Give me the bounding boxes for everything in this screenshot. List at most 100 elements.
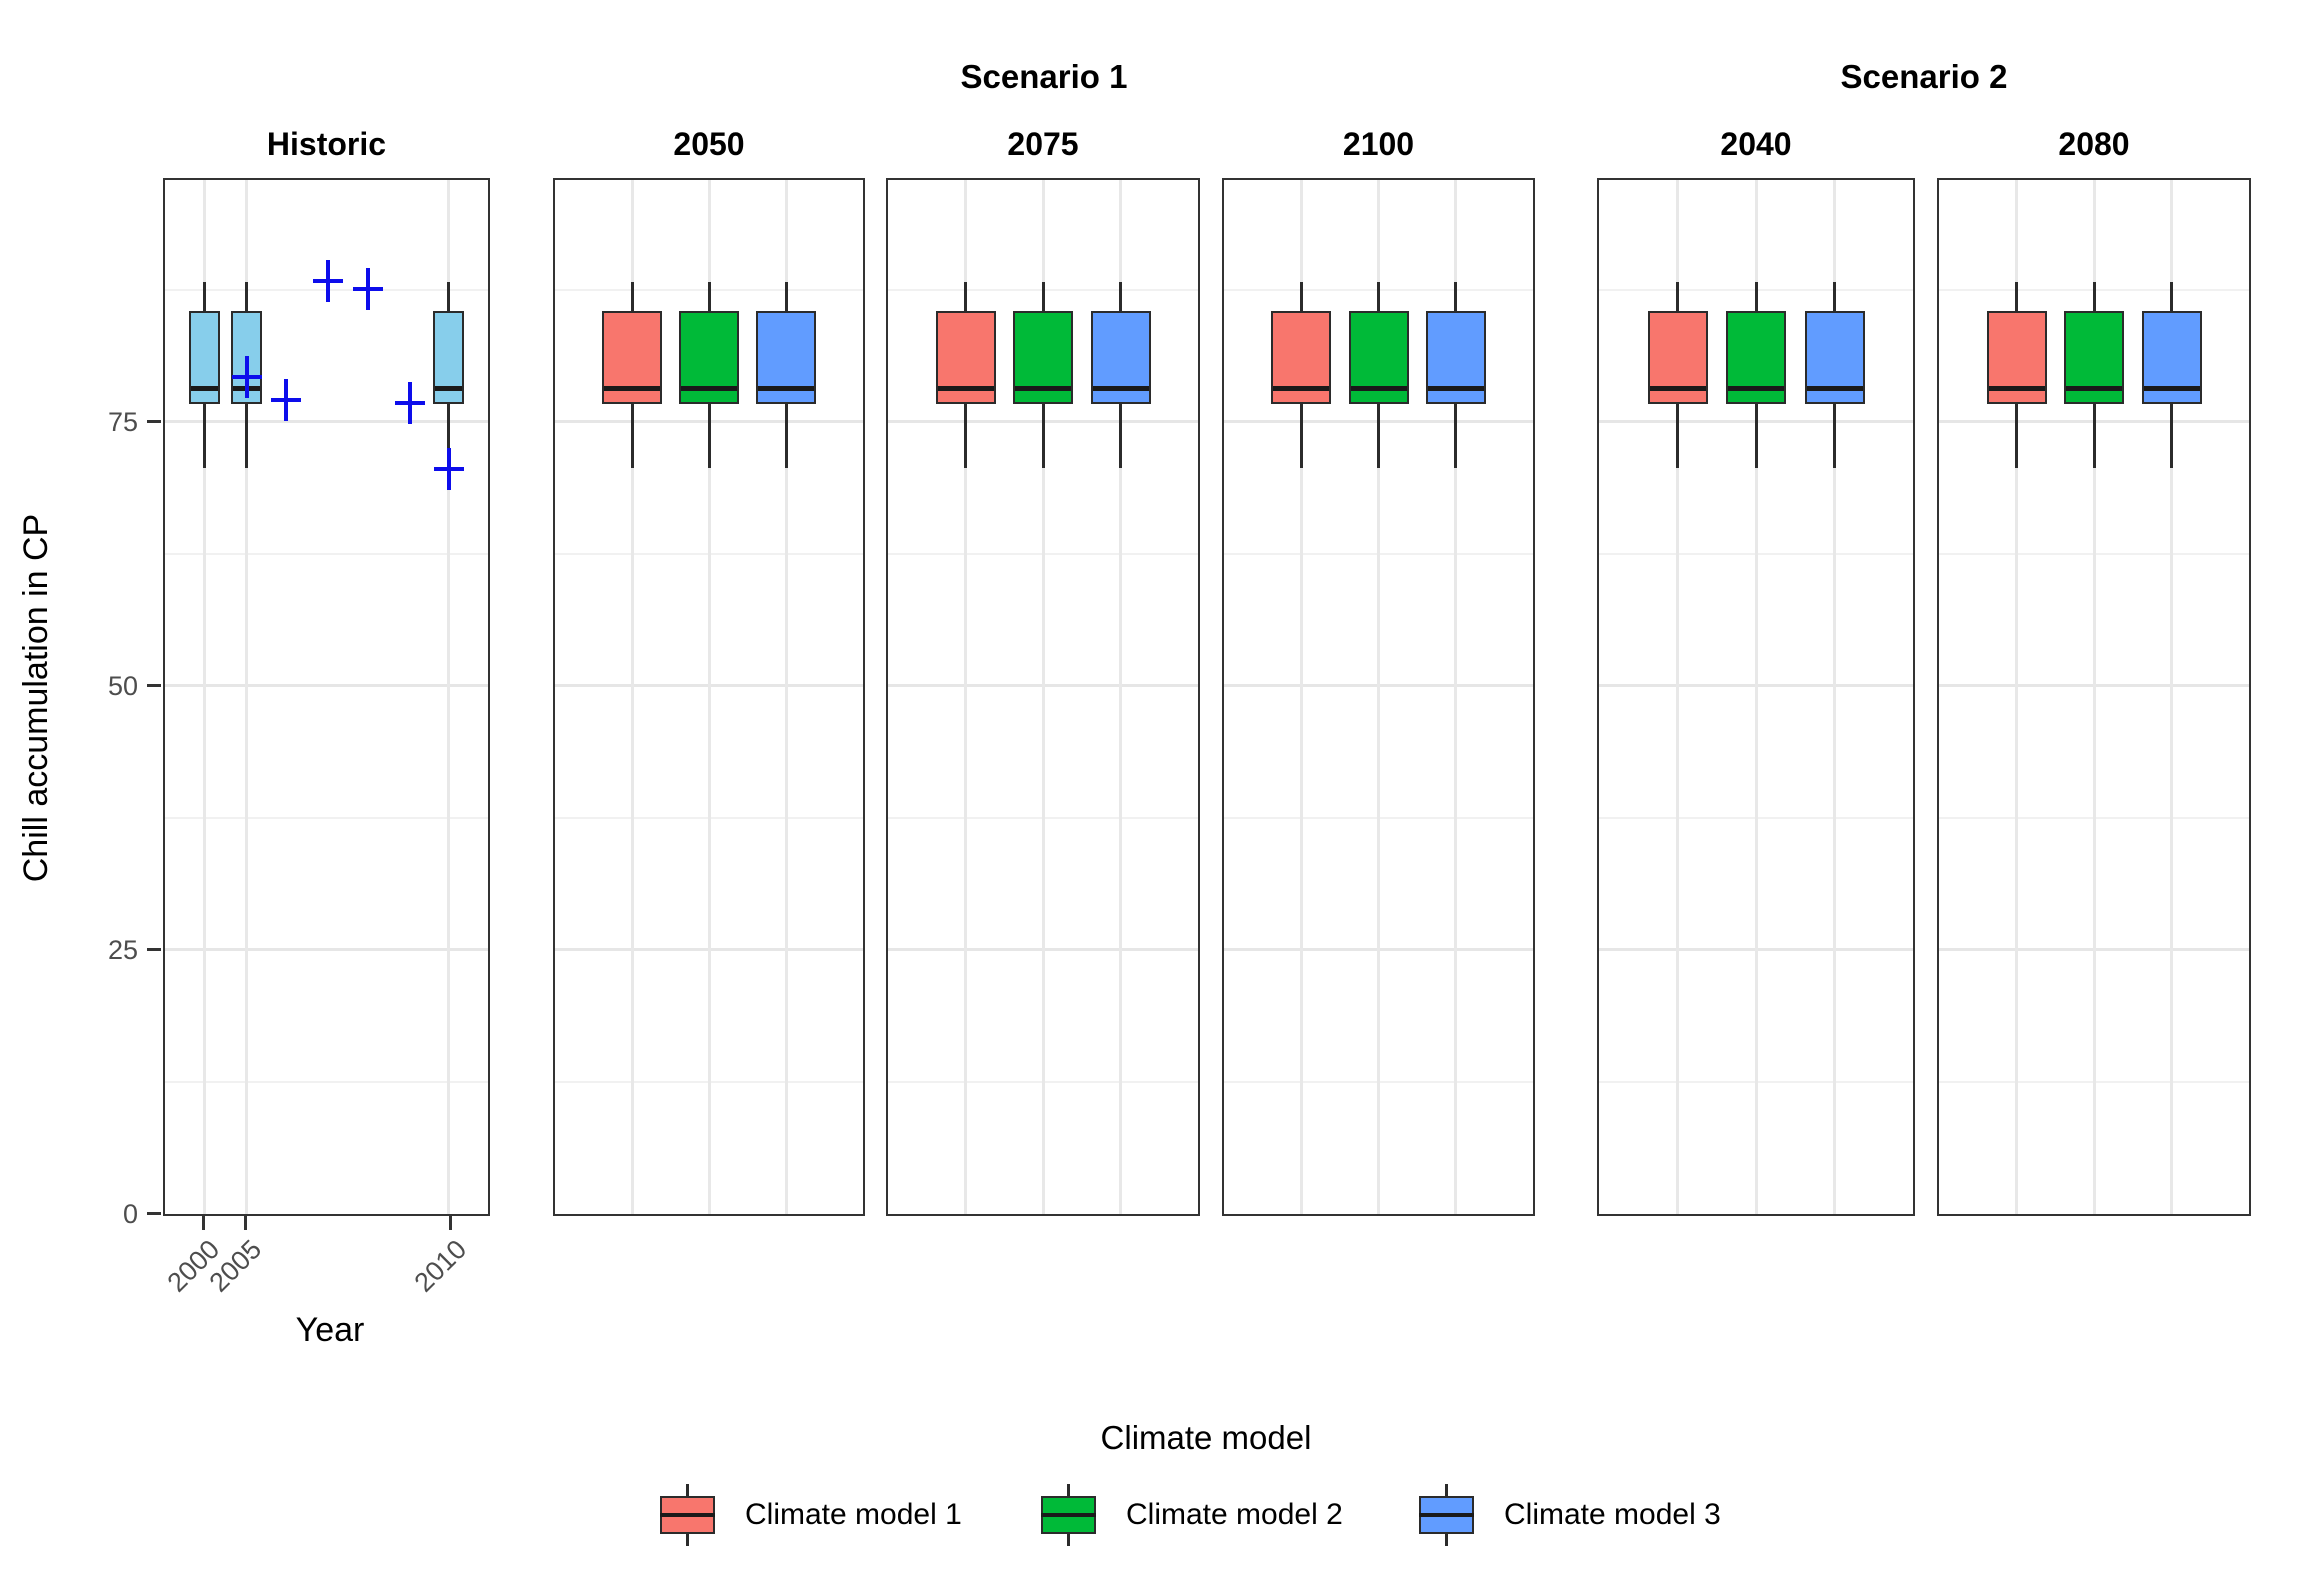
gridline-vertical [784, 180, 788, 1214]
panel-2075 [886, 178, 1200, 1216]
observation-plus-marker [394, 381, 425, 424]
gridline-vertical [1119, 180, 1122, 1214]
panel-2100 [1222, 178, 1535, 1216]
whisker-upper-2040-climate-model-1 [1676, 282, 1679, 311]
glyph-median [660, 1513, 715, 1517]
legend-label: Climate model 2 [1126, 1498, 1343, 1531]
whisker-lower-2040-climate-model-1 [1676, 403, 1679, 469]
gridline-vertical [1377, 180, 1380, 1214]
median-2100-climate-model-1 [1273, 386, 1330, 392]
whisker-lower-2080-climate-model-2 [2092, 403, 2096, 469]
gridline-vertical [2015, 180, 2018, 1214]
whisker-lower-2050-climate-model-1 [630, 403, 634, 469]
legend-label: Climate model 1 [745, 1498, 962, 1531]
panel-historic [163, 178, 490, 1216]
whisker-upper-2100-climate-model-2 [1377, 282, 1380, 311]
strip-label-2100: 2100 [1342, 126, 1415, 162]
whisker-lower-2040-climate-model-3 [1833, 403, 1836, 469]
observation-plus-marker [433, 448, 464, 491]
observation-plus-marker [232, 356, 263, 399]
whisker-lower-2075-climate-model-3 [1119, 403, 1122, 469]
x-tick-mark-2010 [449, 1216, 452, 1230]
gridline-vertical [1833, 180, 1836, 1214]
gridline-minor [165, 552, 488, 555]
median-2050-climate-model-1 [604, 386, 660, 392]
gridline-vertical [630, 180, 634, 1214]
strip-label-2050: 2050 [673, 126, 745, 162]
gridline-vertical [707, 180, 711, 1214]
plus-vertical-bar [407, 381, 412, 424]
whisker-lower-2050-climate-model-3 [784, 403, 788, 469]
median-2040-climate-model-1 [1649, 386, 1706, 392]
whisker-lower-historic-2005 [244, 403, 248, 469]
whisker-upper-2100-climate-model-3 [1454, 282, 1458, 311]
whisker-upper-2100-climate-model-1 [1299, 282, 1303, 311]
gridline-vertical [1754, 180, 1758, 1214]
plus-vertical-bar [446, 448, 451, 491]
strip-label-2075: 2075 [1007, 126, 1079, 162]
glyph-median [1041, 1513, 1096, 1517]
whisker-lower-2075-climate-model-1 [964, 403, 967, 469]
y-axis-title: Chill accumulation in CP [17, 513, 55, 883]
whisker-upper-2080-climate-model-2 [2092, 282, 2096, 311]
whisker-upper-historic-2000 [202, 282, 206, 311]
whisker-upper-2040-climate-model-2 [1754, 282, 1758, 311]
whisker-upper-2075-climate-model-1 [964, 282, 967, 311]
whisker-upper-2040-climate-model-3 [1833, 282, 1836, 311]
y-tick-label-75: 75 [107, 407, 138, 437]
median-2050-climate-model-3 [758, 386, 814, 392]
y-tick-mark [147, 948, 161, 951]
whisker-lower-2080-climate-model-3 [2170, 403, 2173, 469]
x-axis-title: Year [295, 1311, 365, 1349]
strip-label-2040: 2040 [1720, 126, 1792, 162]
whisker-lower-2050-climate-model-2 [707, 403, 711, 469]
x-tick-mark-2005 [244, 1216, 247, 1230]
observation-plus-marker [313, 260, 344, 303]
gridline-vertical [447, 180, 451, 1214]
gridline-minor [165, 816, 488, 819]
boxplot-glyph-icon [660, 1484, 715, 1546]
gridline-vertical [1454, 180, 1458, 1214]
whisker-lower-historic-2000 [202, 403, 206, 469]
median-2100-climate-model-2 [1350, 386, 1407, 392]
y-tick-mark [147, 1212, 161, 1215]
whisker-lower-2040-climate-model-2 [1754, 403, 1758, 469]
y-tick-mark [147, 420, 161, 423]
whisker-lower-2100-climate-model-2 [1377, 403, 1380, 469]
whisker-upper-2050-climate-model-1 [630, 282, 634, 311]
plus-vertical-bar [365, 267, 370, 310]
glyph-median [1419, 1513, 1474, 1517]
whisker-upper-2075-climate-model-3 [1119, 282, 1122, 311]
legend-title: Climate model [1100, 1419, 1312, 1456]
observation-plus-marker [271, 378, 302, 421]
gridline-vertical [2170, 180, 2173, 1214]
gridline-vertical [202, 180, 206, 1214]
plus-vertical-bar [284, 378, 289, 421]
whisker-lower-historic-2010 [447, 403, 451, 487]
median-2080-climate-model-3 [2143, 386, 2200, 392]
median-2040-climate-model-3 [1806, 386, 1863, 392]
median-historic-2000 [190, 386, 218, 392]
gridline-vertical [244, 180, 248, 1214]
whisker-upper-2050-climate-model-2 [707, 282, 711, 311]
median-historic-2010 [435, 386, 463, 392]
gridline-vertical [1041, 180, 1045, 1214]
median-2075-climate-model-2 [1015, 386, 1071, 392]
panel-2050 [553, 178, 865, 1216]
whisker-lower-2100-climate-model-3 [1454, 403, 1458, 469]
gridline-vertical [1676, 180, 1679, 1214]
observation-plus-marker [352, 267, 383, 310]
boxplot-glyph-icon [1419, 1484, 1474, 1546]
whisker-upper-2080-climate-model-3 [2170, 282, 2173, 311]
median-2050-climate-model-2 [681, 386, 737, 392]
whisker-lower-2075-climate-model-2 [1041, 403, 1045, 469]
y-tick-label-50: 50 [107, 671, 138, 701]
strip-label-historic: Historic [266, 126, 387, 162]
panel-2080 [1937, 178, 2251, 1216]
boxplot-glyph-icon [1041, 1484, 1096, 1546]
gridline-minor [165, 1080, 488, 1083]
plus-vertical-bar [326, 260, 331, 303]
x-tick-mark-2000 [202, 1216, 205, 1230]
plus-vertical-bar [245, 356, 250, 399]
